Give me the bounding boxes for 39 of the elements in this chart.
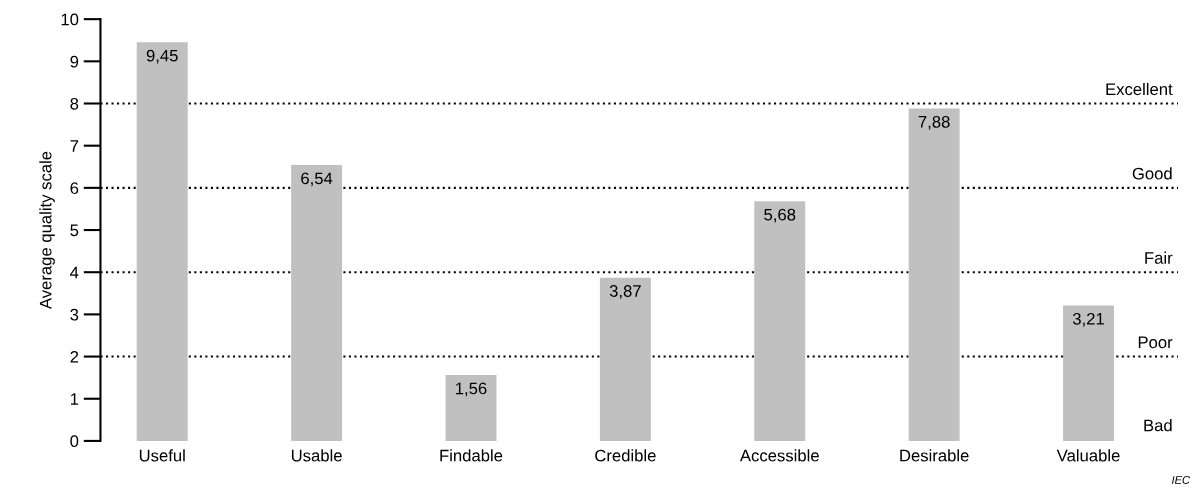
y-tick-label: 1 xyxy=(70,393,79,405)
y-axis-title: Average quality scale xyxy=(39,151,55,310)
y-tick-label: 3 xyxy=(70,308,79,321)
x-tick-label: Usable xyxy=(291,449,342,462)
data-label: 1,56 xyxy=(456,382,487,397)
bar xyxy=(1063,305,1114,441)
y-tick-label: 7 xyxy=(70,140,79,152)
bar xyxy=(599,277,651,441)
x-tick-label: Credible xyxy=(595,449,656,462)
x-tick-label: Findable xyxy=(440,449,503,462)
ref-line-label: Excellent xyxy=(1106,82,1173,96)
x-tick-label: Valuable xyxy=(1056,449,1120,462)
y-tick-label: 6 xyxy=(70,182,79,195)
data-label: 3,87 xyxy=(609,285,641,299)
data-label: 9,45 xyxy=(146,49,178,64)
y-tick-label: 0 xyxy=(70,435,79,448)
data-label: 5,68 xyxy=(764,208,796,223)
y-tick-label: 10 xyxy=(61,13,79,26)
y-tick-label: 8 xyxy=(70,97,79,110)
bar xyxy=(136,42,188,441)
x-tick-label: Useful xyxy=(139,449,185,462)
annotation: Bad xyxy=(1144,419,1172,432)
y-tick-label: 2 xyxy=(70,350,79,363)
bar xyxy=(445,375,497,441)
y-tick-label: 9 xyxy=(70,55,79,68)
bar xyxy=(754,201,806,441)
y-tick-label: 4 xyxy=(70,266,79,279)
x-tick-label: Accessible xyxy=(739,449,819,462)
ref-line-label: Fair xyxy=(1145,251,1173,264)
ref-line-label: Poor xyxy=(1138,336,1173,349)
ref-line-label: Good xyxy=(1132,167,1172,180)
text: IEC xyxy=(1171,476,1191,484)
bar xyxy=(291,165,343,441)
x-tick-label: Desirable xyxy=(900,449,969,462)
bar xyxy=(908,108,960,441)
y-tick-label: 5 xyxy=(70,224,79,237)
data-label: 6,54 xyxy=(301,172,333,187)
data-label: 7,88 xyxy=(918,115,950,130)
data-label: 3,21 xyxy=(1072,312,1104,327)
